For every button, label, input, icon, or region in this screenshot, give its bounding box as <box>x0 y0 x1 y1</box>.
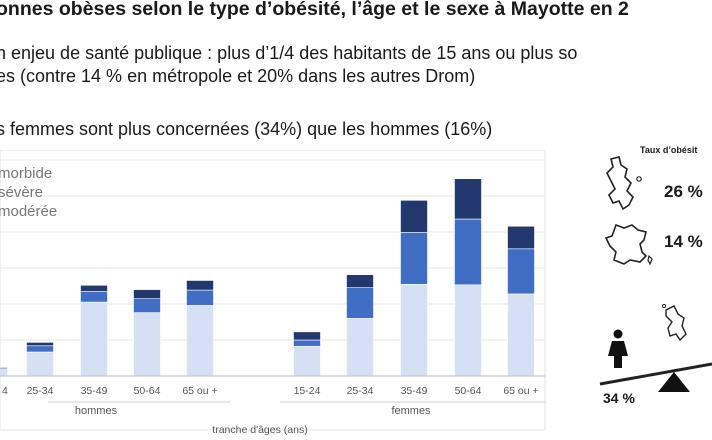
page-title: onnes obèses selon le type d’obésité, l’… <box>0 0 629 20</box>
bar-segment-moderee <box>293 345 321 377</box>
bar-segment-moderee <box>186 305 214 377</box>
bar-segment-severe <box>400 232 428 285</box>
bar-segment-severe <box>186 289 214 306</box>
bar-segment-moderee <box>454 284 482 377</box>
legend-moderee: modérée <box>0 203 57 220</box>
bar-segment-moderee <box>26 351 54 377</box>
obesity-chart: 4 25-34 35-49 50-64 65 ou + 15-24 25-34 35-49 50… <box>0 150 546 436</box>
intro-line-2: es (contre 14 % en métropole et 20% dans… <box>0 66 476 86</box>
legend-severe: sévère <box>0 184 43 201</box>
bar-segment-morbide <box>346 274 374 288</box>
bar-segment-morbide <box>186 280 214 291</box>
x-tick-label: 50-64 <box>134 385 161 397</box>
bar-segment-morbide <box>293 331 321 341</box>
x-tick-label: 35-49 <box>401 385 428 397</box>
bar-segment-moderee <box>400 284 428 377</box>
france-rate: 14 % <box>664 232 703 251</box>
map-title: Taux d’obésit <box>640 145 698 155</box>
france-map-icon <box>604 223 653 266</box>
bar-segment-morbide <box>400 200 428 233</box>
intro-line-3: s femmes sont plus concernées (34%) que … <box>0 119 493 139</box>
women-rate: 34 % <box>603 390 635 406</box>
bar-segment-severe <box>346 287 374 319</box>
x-tick-label: 15-24 <box>294 385 321 397</box>
x-tick-label: 35-49 <box>81 385 108 397</box>
group-label-hommes: hommes <box>75 405 118 417</box>
x-tick-label: 25-34 <box>27 385 54 397</box>
bar-segment-severe <box>26 345 54 353</box>
bar-segment-moderee <box>80 301 108 377</box>
bar-segment-moderee <box>0 368 8 377</box>
x-axis-title: tranche d'âges (ans) <box>212 424 307 436</box>
bar-segment-severe <box>507 248 535 295</box>
balance-scale-icon <box>599 303 712 392</box>
legend-morbide: morbide <box>0 165 52 182</box>
group-label-femmes: femmes <box>391 405 431 417</box>
bar-segment-morbide <box>454 178 482 220</box>
bar-segment-morbide <box>26 342 54 347</box>
bar-segment-moderee <box>133 312 161 377</box>
intro-line-1: n enjeu de santé publique : plus d’1/4 d… <box>0 43 578 63</box>
bar-segment-severe <box>293 339 321 347</box>
x-tick-label: 25-34 <box>347 385 374 397</box>
bar-segment-severe <box>80 291 108 303</box>
bar-segment-morbide <box>507 225 535 250</box>
mayotte-map-icon <box>606 156 642 211</box>
bar-segment-moderee <box>507 293 535 377</box>
mayotte-rate: 26 % <box>664 182 703 201</box>
bar-segment-moderee <box>346 318 374 377</box>
bar-segment-severe <box>133 298 161 313</box>
x-tick-label: 65 ou + <box>182 385 217 397</box>
x-tick-label: 4 <box>2 385 8 397</box>
x-tick-label: 65 ou + <box>503 385 538 397</box>
bar-segment-morbide <box>133 289 161 300</box>
bar-segment-severe <box>0 367 8 370</box>
bar-segment-morbide <box>80 284 108 292</box>
x-tick-label: 50-64 <box>455 385 482 397</box>
bar-segment-severe <box>454 218 482 286</box>
